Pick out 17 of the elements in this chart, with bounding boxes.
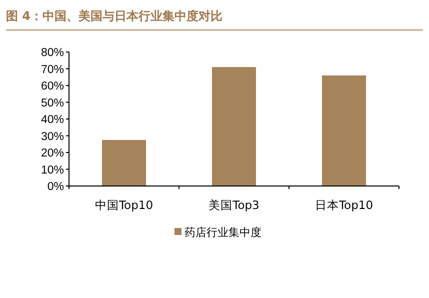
y-tick-label: 30% [40,130,64,143]
x-tick-label: 日本Top10 [314,198,374,212]
x-tick-label: 中国Top10 [94,198,154,212]
y-tick-label: 60% [40,80,64,92]
y-tick-label: 10% [40,164,64,176]
legend-label: 药店行业集中度 [184,226,262,239]
y-tick-label: 40% [40,114,64,126]
y-tick-label: 50% [40,97,64,110]
bar [102,140,146,186]
y-tick-label: 20% [40,148,64,160]
bar [212,67,256,186]
bar [322,75,366,186]
y-tick-label: 80% [40,47,64,59]
y-tick-label: 70% [40,64,64,76]
x-tick-label: 美国Top3 [208,198,260,212]
y-tick-label: 0% [47,181,64,193]
chart-title: 图 4：中国、美国与日本行业集中度对比 [6,9,223,23]
